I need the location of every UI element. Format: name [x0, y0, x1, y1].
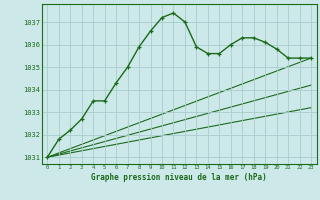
X-axis label: Graphe pression niveau de la mer (hPa): Graphe pression niveau de la mer (hPa)	[91, 173, 267, 182]
